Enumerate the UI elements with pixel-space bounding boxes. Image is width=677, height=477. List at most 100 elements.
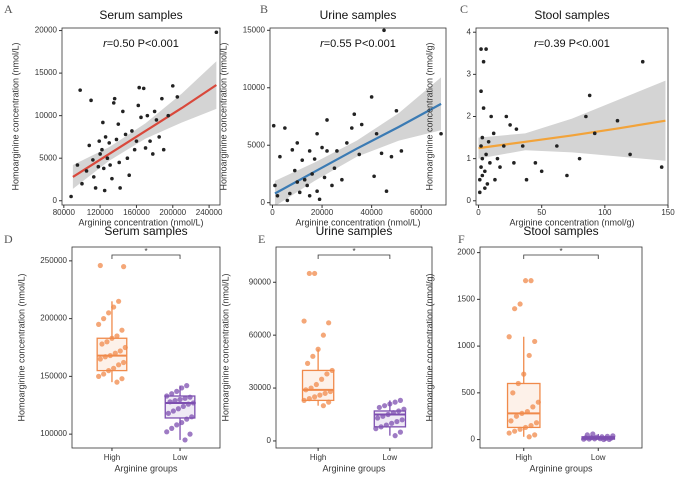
point (121, 264, 127, 270)
y-tick-label: 0 (471, 435, 476, 444)
point (374, 415, 381, 421)
confidence-band (72, 61, 217, 189)
x-tick-label: Low (591, 453, 606, 462)
point (327, 388, 334, 395)
point (125, 156, 130, 160)
point (297, 190, 302, 195)
plot-frame (275, 246, 433, 449)
point (303, 387, 309, 393)
point (359, 122, 364, 127)
point (535, 399, 541, 405)
x-tick-label: 40000 (361, 208, 384, 217)
point (325, 118, 329, 122)
point (119, 376, 125, 382)
panel-letter: F (458, 232, 465, 246)
annotation-text: =0.55 P<0.001 (324, 38, 396, 50)
point (117, 160, 122, 165)
point (372, 174, 376, 179)
point (143, 146, 148, 150)
point (320, 332, 326, 338)
point (167, 399, 173, 405)
y-tick-label: 10000 (35, 111, 58, 120)
point (397, 397, 404, 403)
point (312, 394, 318, 400)
point (166, 113, 171, 118)
y-tick-label: 10000 (243, 83, 266, 92)
point (520, 144, 525, 148)
y-tick-label: 5000 (39, 153, 57, 162)
panel: F Stool samples 0 500 1000 1500 2000 Homoargini… (424, 224, 643, 473)
point (108, 163, 112, 167)
point (137, 85, 141, 90)
point (486, 139, 491, 144)
point (305, 183, 309, 188)
point (317, 197, 322, 202)
point (170, 84, 175, 88)
x-tick-label: 20000 (311, 208, 334, 217)
point (599, 434, 605, 440)
point (382, 28, 386, 33)
panel: A Serum samples 0 5000 10000 15000 20000 Homoar… (4, 2, 223, 228)
point (506, 334, 512, 340)
point (130, 129, 134, 133)
point (310, 353, 316, 359)
point (172, 398, 178, 404)
fit-line (478, 119, 666, 150)
point (122, 344, 128, 351)
y-axis-label: Homoarginine concentration (nmol/g) (424, 42, 434, 190)
point (116, 122, 121, 126)
point (315, 189, 319, 194)
point (69, 194, 73, 199)
y-tick-label: 90000 (249, 277, 272, 286)
y-tick-label: 150000 (40, 371, 67, 380)
panel-letter: D (4, 232, 13, 246)
point (114, 333, 120, 339)
y-axis-label: Homoarginine concentration (nmol/L) (218, 42, 228, 190)
point (528, 422, 534, 429)
point (533, 420, 540, 426)
point (485, 182, 490, 186)
point (324, 371, 330, 377)
point (555, 144, 559, 148)
point (87, 143, 92, 148)
point (521, 371, 527, 377)
point (329, 367, 335, 374)
point (121, 109, 125, 114)
point (306, 270, 312, 277)
y-tick-label: 4 (467, 27, 472, 36)
point (524, 177, 529, 182)
point (515, 380, 521, 387)
point (498, 165, 502, 169)
point (119, 327, 125, 333)
point (127, 173, 131, 178)
point (315, 346, 321, 352)
point (480, 173, 485, 178)
y-tick-label: 15000 (243, 25, 266, 34)
point (101, 316, 107, 322)
x-tick-label: 160000 (123, 208, 150, 217)
point (102, 188, 107, 193)
point (154, 118, 159, 122)
point (179, 385, 185, 391)
y-tick-label: 250000 (40, 256, 67, 265)
y-tick-label: 1500 (457, 294, 475, 303)
annotation: r=0.50 P<0.001 (103, 38, 179, 50)
point (184, 416, 190, 422)
x-tick-label: 200000 (159, 208, 186, 217)
point (185, 401, 191, 407)
point (315, 131, 319, 136)
point (152, 109, 157, 114)
annotation-r: r (320, 38, 325, 50)
point (285, 198, 290, 203)
point (481, 59, 486, 64)
y-tick-label: 3 (467, 69, 472, 78)
point (488, 161, 492, 165)
point (169, 391, 175, 397)
point (587, 93, 592, 98)
point (295, 180, 300, 184)
y-tick-label: 60000 (249, 330, 272, 339)
y-tick-label: 0 (53, 196, 58, 205)
point (145, 113, 150, 118)
panel: C Stool samples 0 1 2 3 4 Homoarginine concentr… (424, 2, 675, 228)
